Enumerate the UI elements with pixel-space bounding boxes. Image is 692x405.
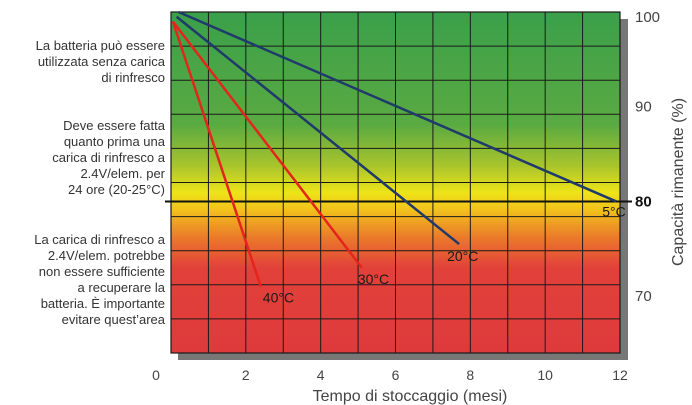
plot-border <box>170 11 621 354</box>
annotation-safe-zone: La batteria può essere utilizzata senza … <box>35 38 165 85</box>
y-tick-label: 70 <box>635 288 652 305</box>
series-line-3 <box>171 21 262 288</box>
series-label-2: 30°C <box>358 271 389 287</box>
y-tick-label: 80 <box>635 193 652 210</box>
series-label-0: 5°C <box>602 203 626 219</box>
annotation-recharge-soon: Deve essere fatta quanto prima una caric… <box>52 118 165 197</box>
x-tick-label: 4 <box>317 367 325 383</box>
y-tick-label: 90 <box>635 99 652 116</box>
series-line-2 <box>171 20 363 269</box>
x-tick-label: 12 <box>612 367 628 383</box>
series-line-1 <box>175 15 460 246</box>
x-tick-label: 2 <box>242 367 250 383</box>
series-label-3: 40°C <box>263 290 294 306</box>
x-tick-label: 6 <box>392 367 400 383</box>
x-tick-label: 10 <box>537 367 553 383</box>
series-label-1: 20°C <box>447 248 478 264</box>
annotation-danger-zone: La carica di rinfresco a 2.4V/elem. potr… <box>34 232 165 327</box>
x-tick-label: 8 <box>466 367 474 383</box>
series-line-0 <box>177 10 617 203</box>
y-tick-label: 100 <box>635 9 660 26</box>
x-axis-label: Tempo di stoccaggio (mesi) <box>313 388 508 405</box>
y-axis-label: Capacità rimanente (%) <box>670 98 687 266</box>
x-tick-label: 0 <box>152 367 160 383</box>
